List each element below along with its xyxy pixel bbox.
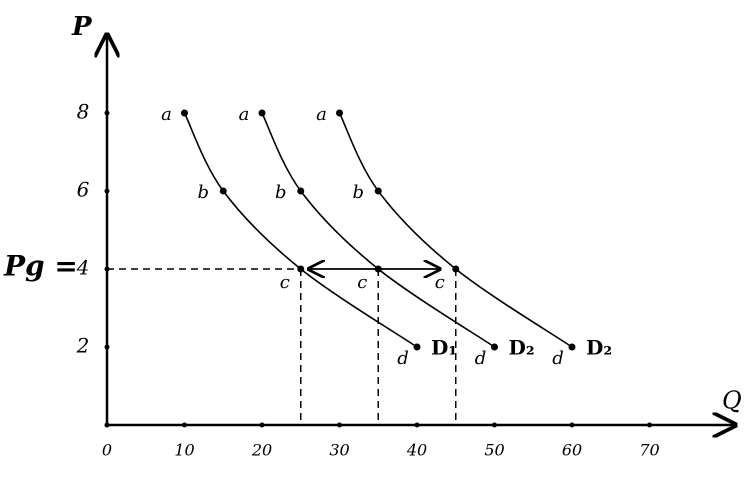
- y-tick: [104, 188, 110, 194]
- y-tick-label: 2: [76, 334, 90, 358]
- point: [297, 265, 305, 273]
- x-tick-label: 0: [102, 441, 112, 460]
- x-tick: [569, 422, 575, 428]
- point-label: d: [552, 348, 564, 369]
- point-label: c: [280, 272, 290, 293]
- x-tick-label: 20: [251, 441, 272, 460]
- point: [181, 109, 188, 117]
- x-tick: [259, 422, 265, 428]
- x-tick: [182, 422, 187, 428]
- x-tick: [104, 422, 110, 428]
- series-label: D₂: [509, 336, 535, 360]
- point-label: c: [435, 272, 445, 293]
- x-tick-label: 70: [639, 441, 659, 460]
- x-tick: [414, 422, 420, 428]
- y-tick-label: 4: [76, 256, 90, 280]
- point: [219, 187, 227, 195]
- point: [374, 187, 382, 195]
- x-tick: [492, 422, 497, 428]
- y-tick-label: 8: [77, 100, 90, 124]
- point: [413, 343, 421, 351]
- x-tick: [647, 422, 652, 428]
- x-tick-label: 40: [406, 441, 427, 460]
- point: [568, 343, 576, 351]
- series-label: D₁: [431, 336, 457, 360]
- series-label: D₂: [586, 336, 612, 360]
- point-label: b: [197, 182, 209, 203]
- point-label: a: [239, 104, 250, 125]
- x-tick-label: 50: [484, 441, 504, 460]
- x-tick-label: 10: [174, 441, 194, 460]
- point: [491, 343, 498, 351]
- y-tick: [104, 344, 110, 350]
- point: [258, 109, 266, 117]
- y-axis-label: P: [71, 12, 93, 42]
- point-label: b: [275, 182, 287, 203]
- x-tick: [337, 422, 342, 428]
- demand-curve: [338, 112, 573, 348]
- x-tick-label: 60: [562, 441, 582, 460]
- point: [374, 265, 382, 273]
- point: [336, 109, 343, 117]
- point: [297, 187, 305, 195]
- point: [452, 265, 460, 273]
- point-label: b: [352, 182, 364, 203]
- demand-curve: [183, 112, 418, 348]
- y-tick: [104, 110, 110, 116]
- x-axis-label: Q: [722, 387, 742, 415]
- point-label: a: [316, 104, 327, 125]
- x-tick-label: 30: [329, 441, 349, 460]
- point-label: d: [475, 348, 487, 369]
- annotation: Pg =: [3, 250, 78, 283]
- point-label: d: [397, 348, 409, 369]
- point-label: c: [357, 272, 367, 293]
- point-label: a: [161, 104, 172, 125]
- demand-curve: [261, 112, 495, 348]
- y-tick-label: 6: [77, 178, 90, 202]
